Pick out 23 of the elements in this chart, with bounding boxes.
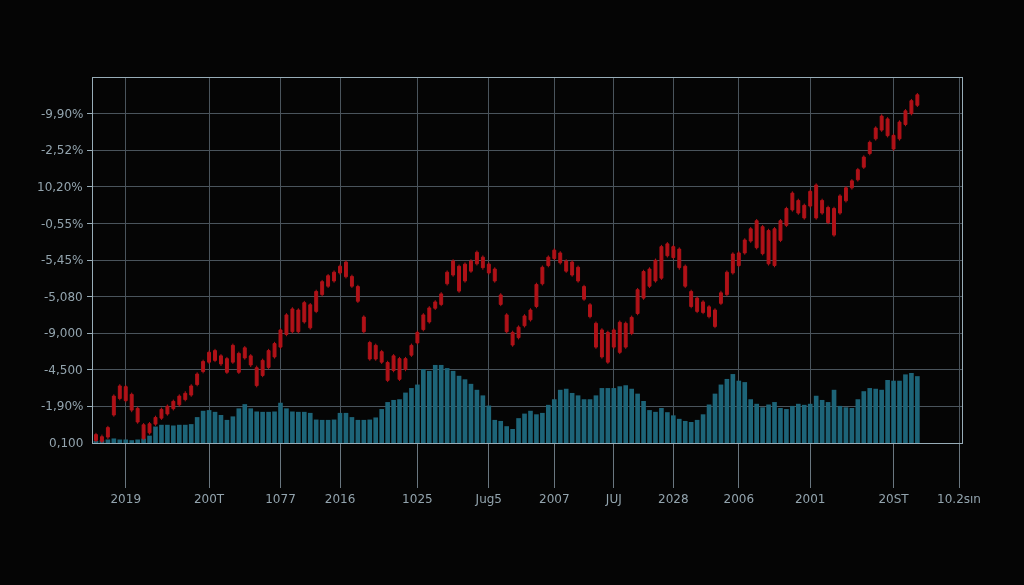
x-tick-label: 1077 <box>265 491 296 506</box>
text: -9,90% <box>41 107 84 121</box>
x-tick-label: 20ST <box>878 491 910 506</box>
text: -2,52% <box>41 143 84 157</box>
x-tick-label: 10.2sın <box>937 491 981 506</box>
text: 10,20% <box>37 180 83 194</box>
x-tick-label: 2016 <box>324 491 356 506</box>
text: -4,500 <box>44 363 83 377</box>
x-tick-label: JUJ <box>604 491 622 506</box>
x-tick-label: 200T <box>193 491 225 506</box>
x-tick-label: 2019 <box>110 491 142 506</box>
text: -1,90% <box>41 399 84 413</box>
x-tick-label: 1025 <box>402 491 433 506</box>
x-tick-label: Jug5 <box>474 491 503 506</box>
x-tick-label: 2028 <box>658 491 689 506</box>
text: -5,45% <box>41 253 84 267</box>
x-tick-label: 2001 <box>794 491 826 506</box>
text: 0,100 <box>49 436 84 450</box>
text: -5,080 <box>44 290 83 304</box>
text: -9,000 <box>44 326 83 340</box>
x-tick-label: 2007 <box>539 491 570 506</box>
x-tick-label: 2006 <box>723 491 755 506</box>
text: -0,55% <box>41 217 84 231</box>
